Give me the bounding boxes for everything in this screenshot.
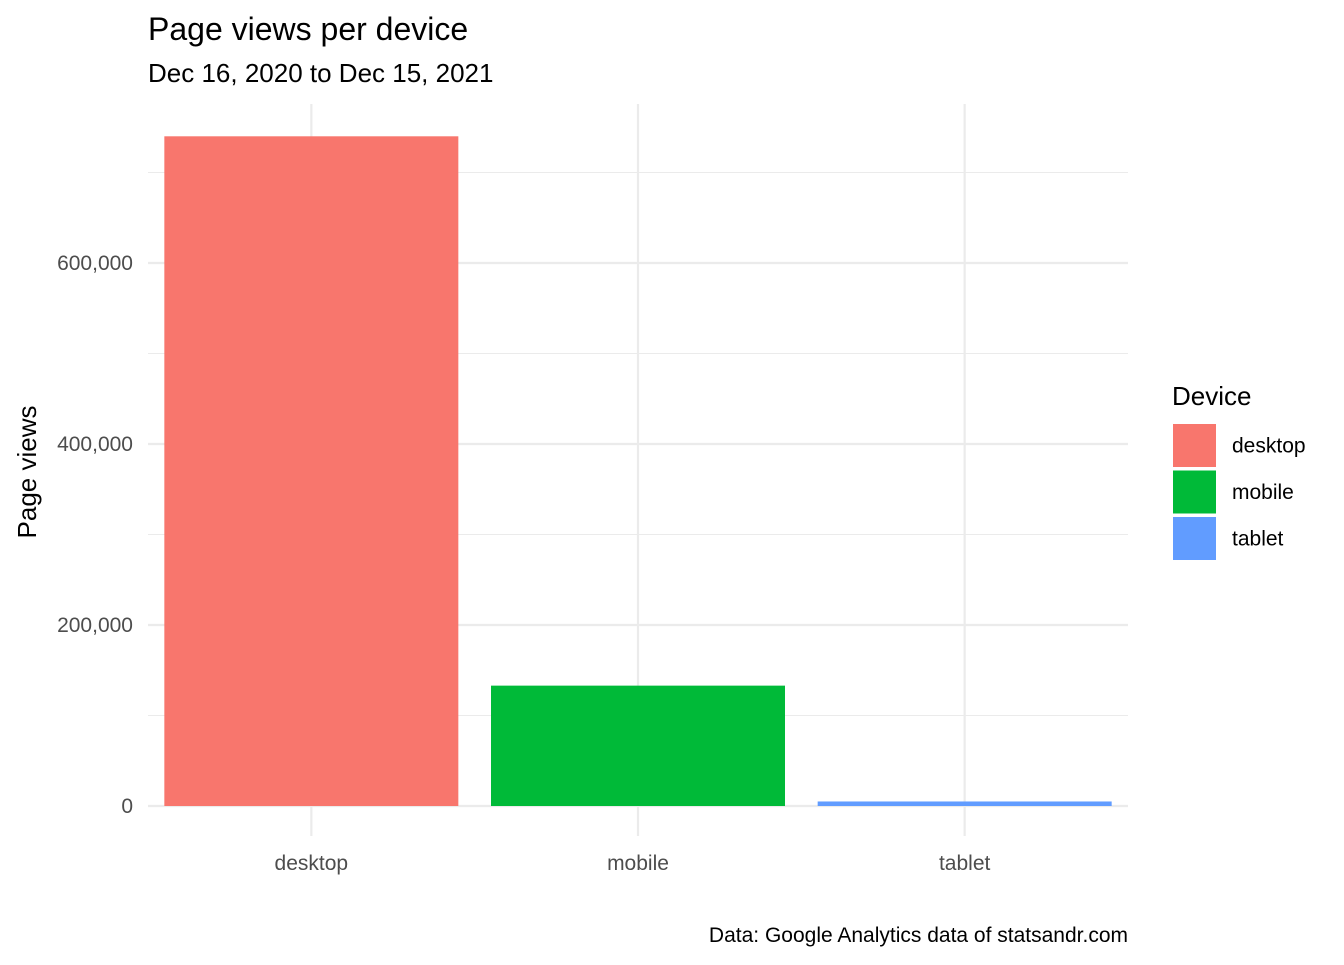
legend-title: Device bbox=[1172, 381, 1251, 411]
y-tick-label: 600,000 bbox=[57, 252, 133, 275]
y-axis-title: Page views bbox=[12, 406, 42, 539]
bar-mobile bbox=[491, 685, 785, 806]
x-tick-label: tablet bbox=[939, 852, 991, 875]
legend-label: desktop bbox=[1232, 435, 1306, 458]
bar-desktop bbox=[164, 136, 459, 807]
legend-label: tablet bbox=[1232, 528, 1284, 551]
chart-caption: Data: Google Analytics data of statsandr… bbox=[709, 924, 1128, 947]
chart-title: Page views per device bbox=[148, 11, 468, 47]
legend-label: mobile bbox=[1232, 481, 1294, 504]
legend-key-mobile bbox=[1173, 470, 1216, 514]
x-tick-label: mobile bbox=[607, 852, 669, 875]
bars bbox=[164, 136, 1112, 807]
x-axis-ticks: desktop mobile tablet bbox=[275, 852, 991, 875]
legend-key-desktop bbox=[1173, 424, 1216, 467]
y-axis-ticks: 0 200,000 400,000 600,000 bbox=[57, 252, 133, 818]
x-tick-label: desktop bbox=[275, 852, 349, 875]
y-tick-label: 400,000 bbox=[57, 433, 133, 456]
y-tick-label: 0 bbox=[121, 795, 133, 818]
legend-key-tablet bbox=[1173, 517, 1216, 560]
bar-tablet bbox=[817, 801, 1112, 806]
legend: Device desktop mobile tablet bbox=[1172, 381, 1306, 560]
chart-subtitle: Dec 16, 2020 to Dec 15, 2021 bbox=[148, 58, 493, 88]
y-tick-label: 200,000 bbox=[57, 614, 133, 637]
